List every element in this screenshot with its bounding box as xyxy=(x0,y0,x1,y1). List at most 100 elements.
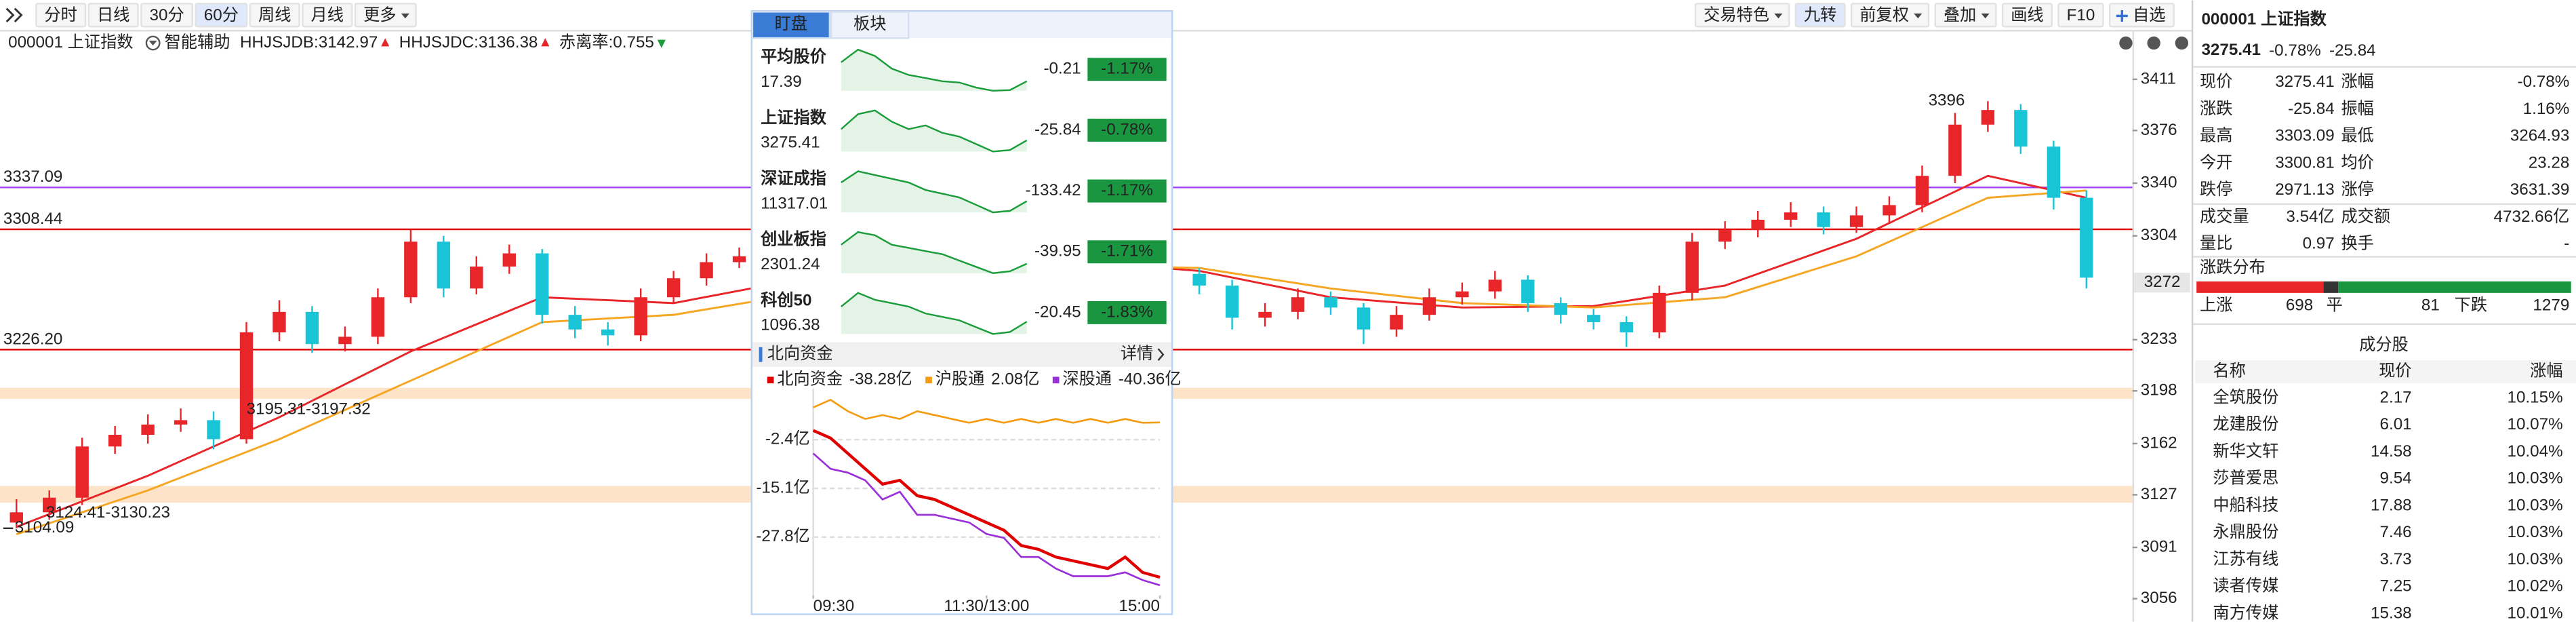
toolbar-button[interactable]: 分时 xyxy=(44,6,77,24)
toolbar-button-bg xyxy=(1850,3,1930,28)
toolbar-button[interactable]: 30分 xyxy=(150,6,184,24)
dist-title: 涨跌分布 xyxy=(2200,258,2266,277)
settings-icon[interactable] xyxy=(2119,36,2133,50)
index-change: -0.21 xyxy=(1043,60,1081,78)
quote-value: 0.97 xyxy=(2303,235,2335,253)
stock-name[interactable]: 读者传媒 xyxy=(2213,577,2278,596)
stock-name[interactable]: 莎普爱思 xyxy=(2213,469,2278,488)
index-price: 3275.41 xyxy=(761,134,820,152)
toolbar-button[interactable]: 前复权 xyxy=(1859,6,1909,24)
candle-body xyxy=(1948,124,1962,176)
quote-value: -25.84 xyxy=(2288,100,2335,118)
help-icon[interactable] xyxy=(2147,36,2160,50)
level-label: 3337.09 xyxy=(3,168,63,186)
toolbar-button[interactable]: 月线 xyxy=(311,6,344,24)
candle-body xyxy=(305,311,319,345)
toolbar-button[interactable]: 更多 xyxy=(363,6,396,24)
north-detail[interactable]: 详情 xyxy=(1121,345,1153,363)
north-header-icon xyxy=(759,347,763,362)
stock-price: 2.17 xyxy=(2380,388,2412,406)
candle-body xyxy=(1981,110,1995,125)
popup-tab[interactable]: 板块 xyxy=(853,15,886,33)
sparkline xyxy=(841,292,1028,335)
quote-label: 量比 xyxy=(2200,235,2232,253)
stock-name[interactable]: 全筑股份 xyxy=(2213,388,2278,406)
candle-body xyxy=(9,512,23,523)
popup-tab-bg xyxy=(751,11,831,39)
high-label: 3396 xyxy=(1929,92,1965,110)
sparkline xyxy=(841,109,1028,153)
candle-body xyxy=(1291,297,1305,312)
candle-body xyxy=(470,266,483,289)
popup-tab-bg xyxy=(830,11,910,39)
stock-name[interactable]: 江苏有线 xyxy=(2213,550,2278,568)
toolbar-button[interactable]: 叠加 xyxy=(1944,6,1976,24)
toolbar-button[interactable]: 日线 xyxy=(97,6,129,24)
stock-name[interactable]: 中船科技 xyxy=(2213,496,2278,514)
candle-body xyxy=(1521,279,1535,303)
toolbar-button[interactable]: 九转 xyxy=(1804,6,1836,24)
toolbar-button[interactable]: 周线 xyxy=(258,6,291,24)
collapse-icon[interactable] xyxy=(5,7,23,22)
pct-badge xyxy=(1087,179,1167,203)
legend-total: 2.08亿 xyxy=(991,370,1039,389)
toolbar-button-bg xyxy=(302,3,353,28)
toolbar-button[interactable]: F10 xyxy=(2067,6,2095,24)
close-icon[interactable] xyxy=(2175,36,2189,50)
table-header-bg xyxy=(2194,360,2576,384)
candle-body xyxy=(75,446,89,498)
stock-name[interactable]: 新华文轩 xyxy=(2213,442,2278,461)
quote-value: 1.16% xyxy=(2523,100,2570,118)
y-tick-label: 3340 xyxy=(2141,173,2177,191)
stock-price: 14.58 xyxy=(2371,442,2412,461)
candle-body xyxy=(732,256,746,263)
legend-swatch xyxy=(1052,376,1060,384)
quote-value: 3264.93 xyxy=(2510,127,2570,145)
indicator-arrow xyxy=(541,38,550,47)
north-y-label: -27.8亿 xyxy=(756,527,809,545)
toolbar-button-bg xyxy=(35,3,87,28)
index-pct: -1.17% xyxy=(1101,60,1153,78)
toolbar-button[interactable]: 60分 xyxy=(204,6,239,24)
index-name: 平均股价 xyxy=(761,47,827,66)
dist-bar xyxy=(2196,281,2324,293)
dropdown-arrow xyxy=(401,13,409,19)
candle-body xyxy=(1422,297,1436,315)
candle-body xyxy=(174,420,188,425)
index-pct: -1.83% xyxy=(1101,303,1153,321)
toolbar-button[interactable]: 自选 xyxy=(2133,6,2165,24)
index-change: -25.84 xyxy=(1034,120,1081,138)
index-pct: -1.71% xyxy=(1101,242,1153,260)
toolbar-button-bg xyxy=(1694,3,1790,28)
candle-body xyxy=(1653,292,1666,333)
toolbar-button[interactable]: 交易特色 xyxy=(1704,6,1769,24)
pct-badge xyxy=(1087,58,1167,81)
stock-price: 6.01 xyxy=(2380,415,2412,433)
stock-pct: 10.03% xyxy=(2507,496,2562,514)
popup-tab[interactable]: 盯盘 xyxy=(775,15,807,33)
dist-label: 下跌 xyxy=(2455,296,2487,315)
stock-pct: 10.03% xyxy=(2507,523,2562,541)
quote-label: 涨停 xyxy=(2341,180,2373,199)
stock-price: 7.46 xyxy=(2380,523,2412,541)
quote-value: -0.78% xyxy=(2518,73,2570,91)
legend-name: 深股通 xyxy=(1062,370,1112,389)
stock-name[interactable]: 南方传媒 xyxy=(2213,604,2278,622)
candle-body xyxy=(1751,219,1765,231)
stock-price: 3.73 xyxy=(2380,550,2412,568)
indicator-button[interactable]: 智能辅助 xyxy=(165,33,230,52)
north-line xyxy=(813,398,1160,424)
dist-label: 平 xyxy=(2327,296,2343,315)
toolbar-button-bg xyxy=(2108,3,2175,28)
stock-name[interactable]: 永鼎股份 xyxy=(2213,523,2278,541)
legend-total: -38.28亿 xyxy=(849,370,912,389)
stock-name[interactable]: 龙建股份 xyxy=(2213,415,2278,433)
pct-badge xyxy=(1087,240,1167,264)
y-tick-label: 3411 xyxy=(2141,69,2176,88)
plus-icon xyxy=(2116,10,2128,22)
toolbar-button-bg xyxy=(87,3,139,28)
north-x-label: 15:00 xyxy=(1119,597,1160,615)
toolbar-button[interactable]: 画线 xyxy=(2011,6,2043,24)
toolbar-button-bg xyxy=(249,3,300,28)
candle-body xyxy=(1324,297,1337,308)
